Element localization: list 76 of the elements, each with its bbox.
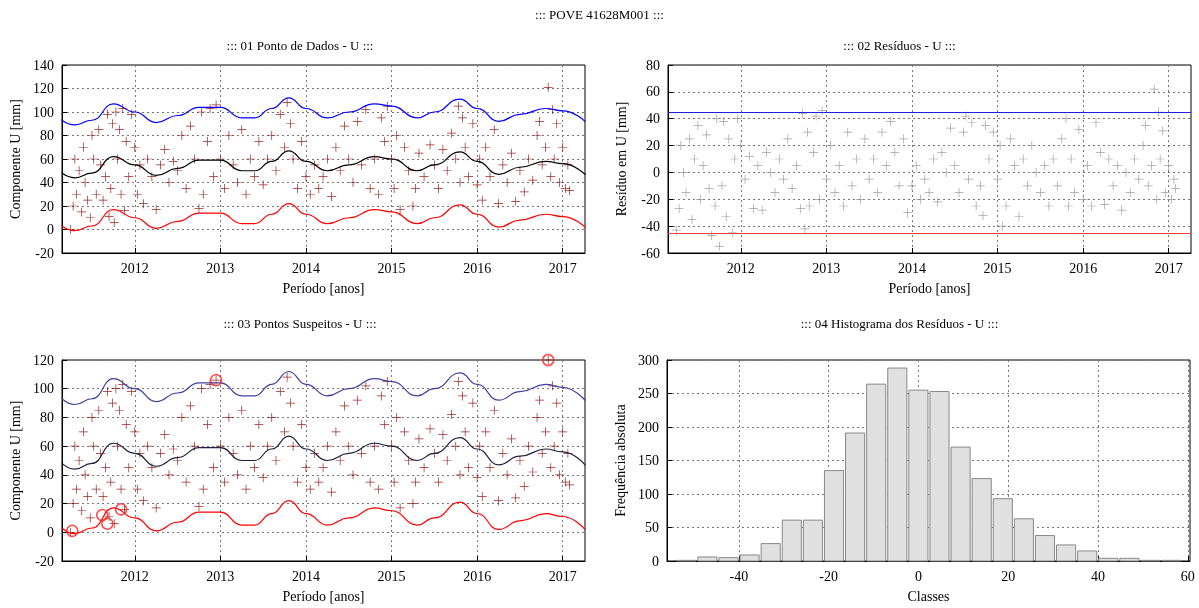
y-tick-label: 60 bbox=[646, 84, 660, 100]
y-tick-label: 250 bbox=[638, 386, 659, 401]
x-tick-label: 2012 bbox=[726, 260, 755, 276]
x-axis-title: Classes bbox=[907, 588, 950, 604]
line-series bbox=[61, 97, 586, 126]
x-tick-label: 2013 bbox=[206, 568, 235, 584]
y-tick-label: 80 bbox=[646, 57, 660, 73]
line-series bbox=[61, 500, 586, 535]
x-axis-title: Período [anos] bbox=[888, 280, 971, 296]
y-axis-title: Resíduo em U [mm] bbox=[613, 101, 629, 217]
chart-title: ::: 04 Histograma dos Resíduos - U ::: bbox=[800, 316, 999, 331]
x-tick-label: 20 bbox=[1001, 568, 1016, 584]
y-tick-label: 200 bbox=[638, 419, 659, 435]
y-tick-label: 100 bbox=[33, 381, 54, 397]
y-axis-title: Componente U [mm] bbox=[7, 400, 23, 521]
y-tick-label: 0 bbox=[47, 222, 54, 237]
y-tick-label: 20 bbox=[40, 198, 54, 214]
x-tick-label: 2017 bbox=[1154, 260, 1183, 276]
x-axis-title: Período [anos] bbox=[282, 280, 365, 296]
x-tick-label: 2016 bbox=[1069, 260, 1098, 276]
y-tick-label: 120 bbox=[33, 81, 54, 96]
y-tick-label: 150 bbox=[638, 453, 659, 468]
y-tick-label: 40 bbox=[40, 175, 54, 190]
y-tick-label: 40 bbox=[646, 111, 660, 127]
y-tick-label: 80 bbox=[40, 128, 54, 143]
x-tick-label: 2014 bbox=[897, 260, 926, 276]
x-tick-label: 2012 bbox=[120, 260, 149, 276]
y-tick-label: 20 bbox=[40, 496, 54, 512]
y-tick-label: 140 bbox=[33, 57, 54, 73]
y-tick-label: 40 bbox=[40, 467, 54, 483]
y-tick-label: -60 bbox=[641, 245, 660, 261]
y-tick-label: 0 bbox=[47, 524, 54, 540]
y-tick-label: 100 bbox=[33, 104, 54, 120]
y-tick-label: 100 bbox=[638, 486, 659, 502]
chart-title: ::: 02 Resíduos - U ::: bbox=[843, 38, 956, 53]
y-tick-label: 120 bbox=[33, 352, 54, 368]
x-tick-label: 2013 bbox=[812, 260, 841, 276]
x-tick-label: 40 bbox=[1090, 568, 1105, 584]
point bbox=[95, 508, 109, 522]
text: ::: POVE 41628M001 ::: bbox=[534, 7, 665, 23]
x-tick-label: 2016 bbox=[463, 260, 492, 276]
y-tick-label: 60 bbox=[40, 438, 54, 454]
x-tick-label: 2014 bbox=[291, 568, 320, 584]
x-tick-label: 2014 bbox=[291, 260, 320, 276]
x-axis-title: Período [anos] bbox=[282, 588, 365, 604]
y-tick-label: -40 bbox=[641, 218, 660, 234]
chart-title: ::: 03 Pontos Suspeitos - U ::: bbox=[223, 316, 377, 331]
y-tick-label: 300 bbox=[638, 352, 659, 368]
y-axis-title: Componente U [mm] bbox=[7, 99, 23, 219]
x-tick-label: 60 bbox=[1180, 568, 1195, 584]
y-tick-label: 50 bbox=[645, 520, 659, 535]
line-series bbox=[61, 370, 586, 406]
y-tick-label: 0 bbox=[652, 553, 659, 569]
x-tick-label: 2015 bbox=[983, 260, 1012, 276]
y-tick-label: 20 bbox=[646, 138, 660, 154]
x-tick-label: -20 bbox=[819, 568, 838, 584]
y-tick-label: -20 bbox=[35, 245, 54, 261]
x-tick-label: -40 bbox=[729, 568, 749, 584]
point bbox=[101, 517, 114, 530]
line-series bbox=[61, 203, 586, 232]
y-tick-label: -20 bbox=[641, 191, 660, 207]
y-tick-label: -20 bbox=[35, 553, 54, 569]
x-tick-label: 2015 bbox=[377, 568, 406, 584]
x-tick-label: 2017 bbox=[548, 568, 577, 584]
y-tick-label: 0 bbox=[653, 164, 660, 180]
y-axis-title: Frequência absoluta bbox=[612, 403, 628, 517]
y-tick-label: 60 bbox=[40, 151, 54, 167]
chart-title: ::: 01 Ponto de Dados - U ::: bbox=[226, 38, 374, 53]
x-tick-label: 2017 bbox=[548, 260, 577, 276]
x-tick-label: 2015 bbox=[377, 260, 406, 276]
x-tick-label: 2012 bbox=[120, 568, 149, 584]
x-tick-label: 2013 bbox=[206, 260, 235, 276]
x-tick-label: 2016 bbox=[463, 568, 492, 584]
point bbox=[114, 503, 128, 516]
x-tick-label: 0 bbox=[914, 568, 922, 584]
y-tick-label: 80 bbox=[40, 409, 54, 425]
